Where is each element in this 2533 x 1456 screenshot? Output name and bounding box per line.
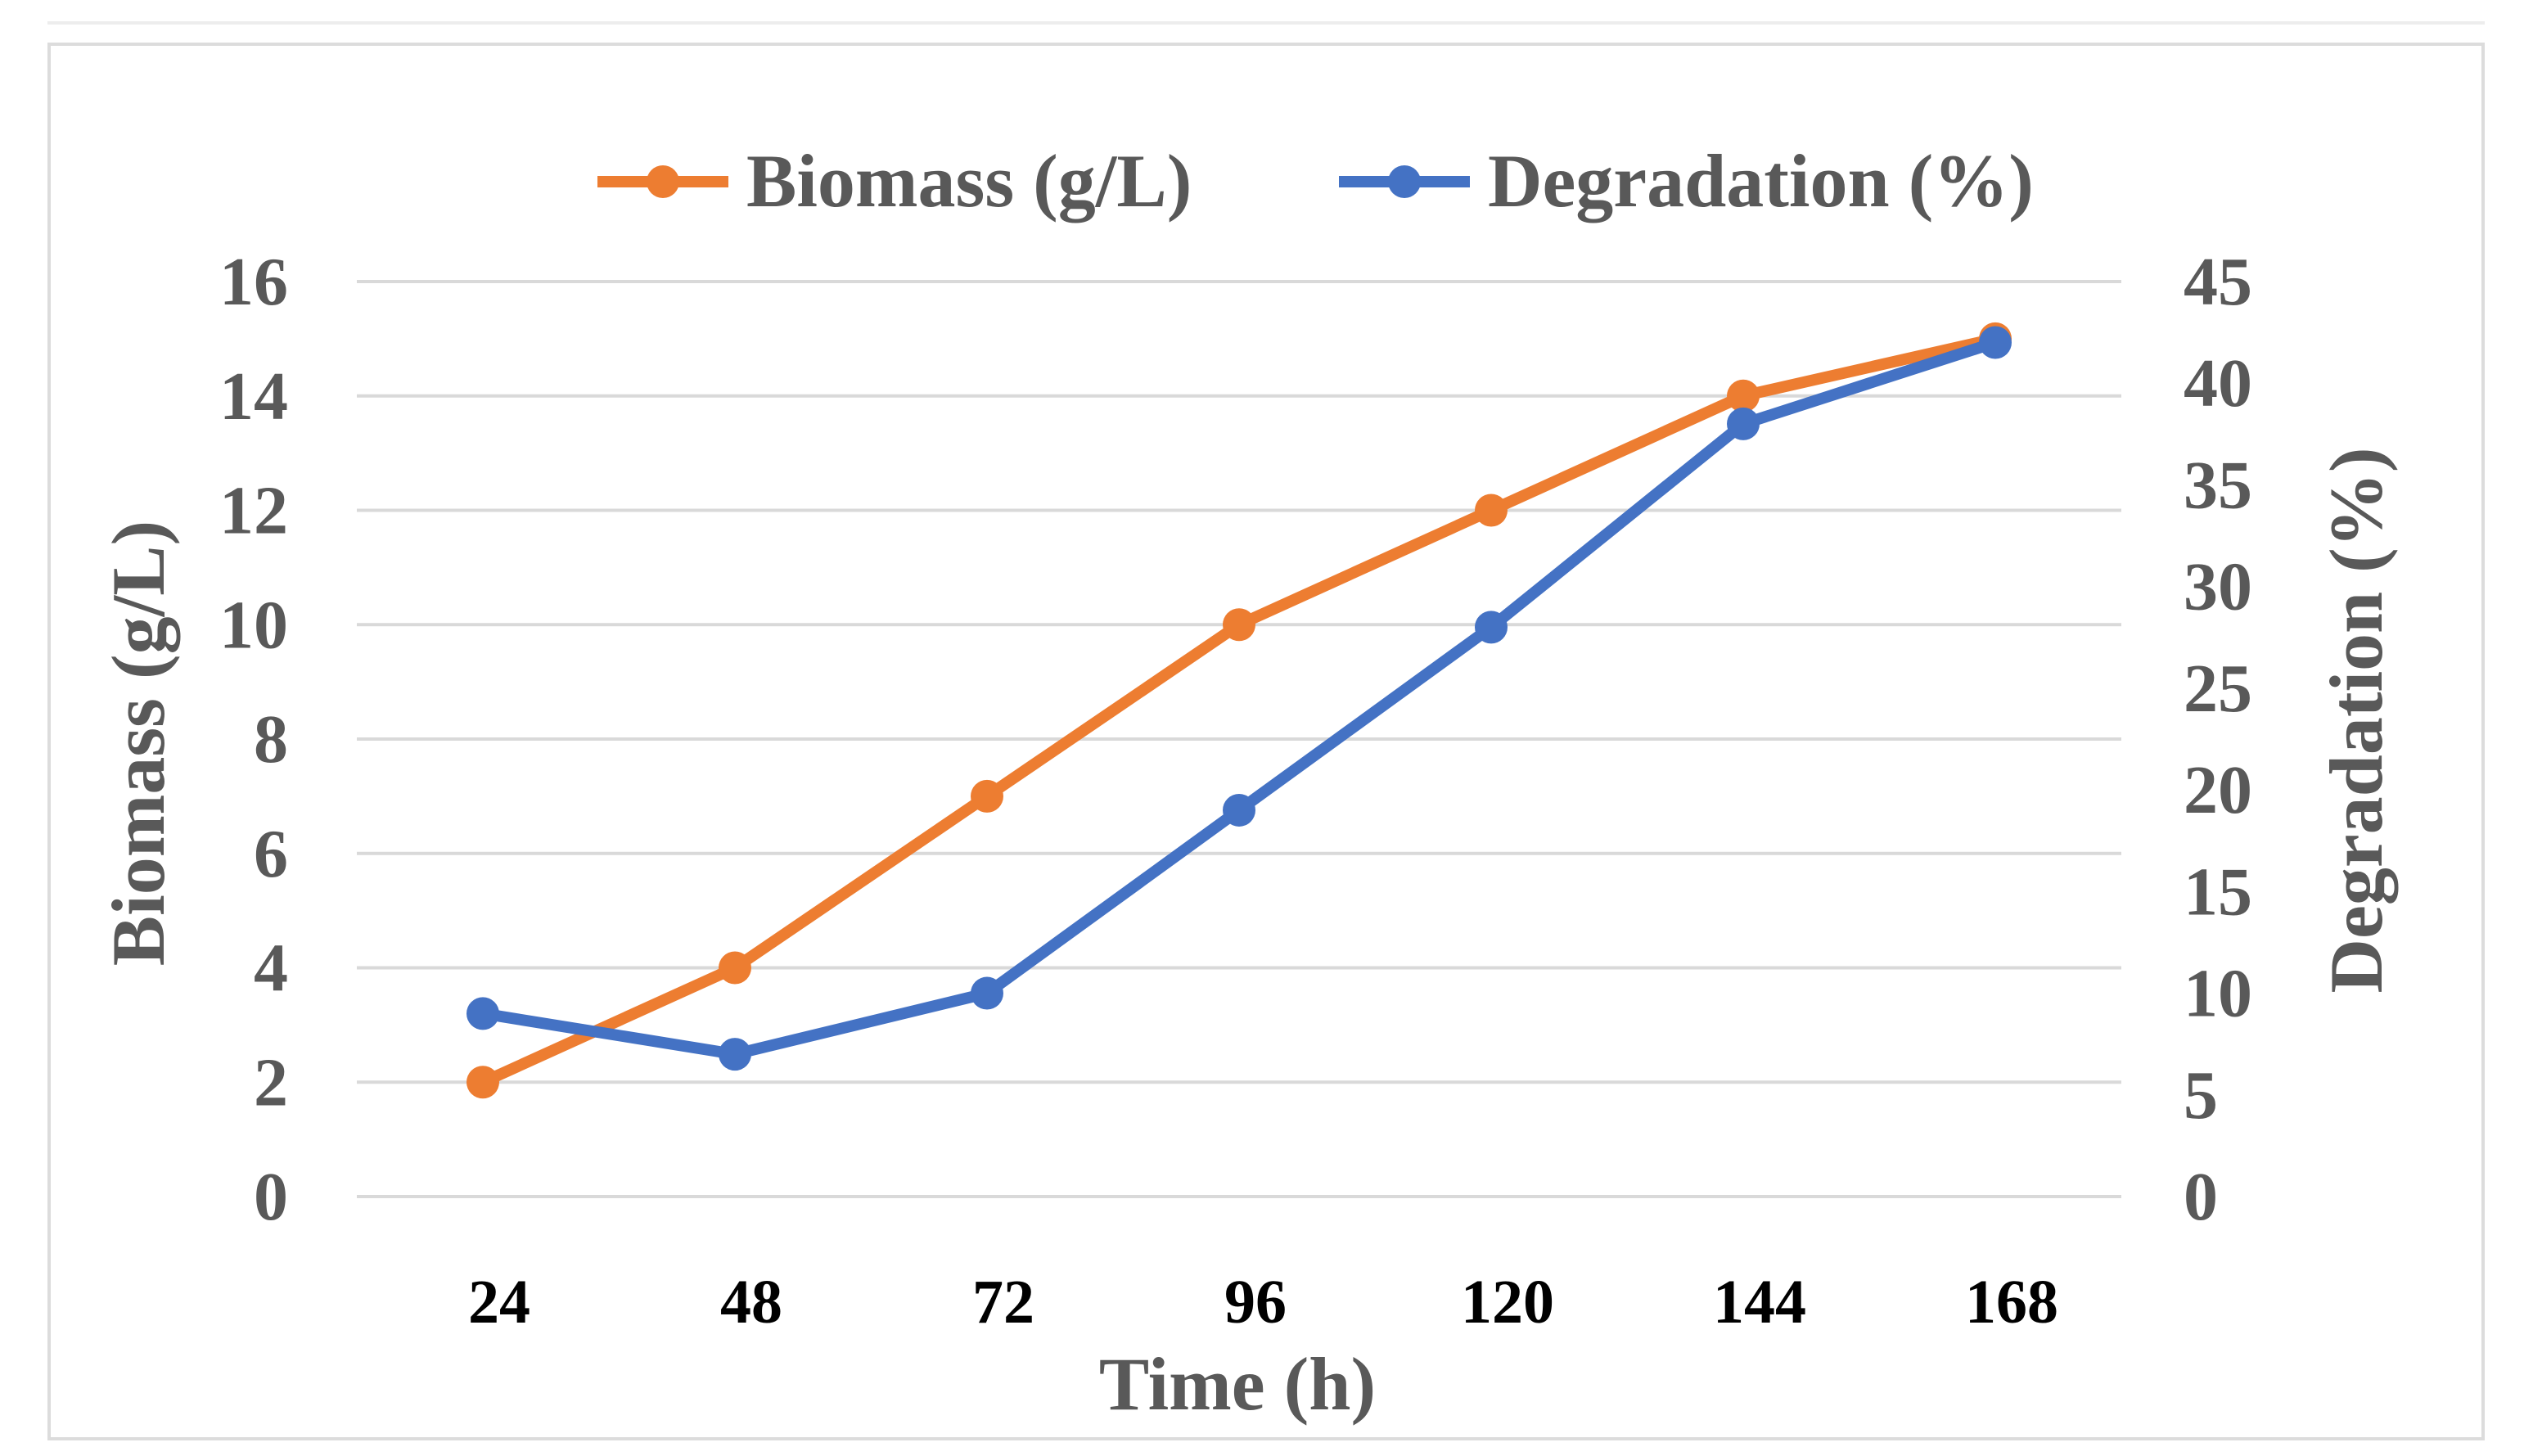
left-tick-label: 16 — [219, 244, 288, 320]
left-tick-label: 2 — [254, 1044, 288, 1120]
legend-degradation-marker — [1388, 165, 1421, 198]
right-axis-ticks: 0 5 10 15 20 25 30 35 40 45 — [2184, 244, 2252, 1235]
legend-degradation-label: Degradation (%) — [1488, 139, 2034, 223]
y2-axis-title: Degradation (%) — [2314, 448, 2398, 994]
left-tick-label: 14 — [219, 358, 288, 435]
left-tick-label: 0 — [254, 1159, 288, 1235]
chart-frame — [47, 43, 2485, 1440]
data-point-1-0 — [466, 997, 499, 1030]
legend-biomass-marker — [647, 165, 679, 198]
data-point-1-5 — [1727, 407, 1760, 440]
x-tick-label: 120 — [1461, 1268, 1554, 1337]
data-point-1-2 — [971, 976, 1003, 1010]
right-tick-label: 35 — [2184, 447, 2252, 523]
legend-biomass-label: Biomass (g/L) — [746, 139, 1192, 223]
data-point-1-6 — [1979, 326, 2012, 359]
x-axis-ticks: 24 48 72 96 120 144 168 — [468, 1268, 2058, 1337]
right-tick-label: 10 — [2184, 956, 2252, 1032]
right-tick-label: 5 — [2184, 1057, 2218, 1134]
y-axis-title: Biomass (g/L) — [97, 521, 180, 966]
right-tick-label: 15 — [2184, 854, 2252, 930]
right-tick-label: 40 — [2184, 345, 2252, 421]
legend: Biomass (g/L) Degradation (%) — [597, 139, 2034, 223]
left-tick-label: 10 — [219, 587, 288, 663]
x-axis-title: Time (h) — [1099, 1342, 1376, 1426]
data-point-0-3 — [1223, 608, 1255, 642]
data-point-1-4 — [1475, 611, 1508, 644]
data-point-1-1 — [719, 1038, 751, 1071]
x-tick-label: 72 — [972, 1268, 1034, 1337]
right-tick-label: 20 — [2184, 752, 2252, 828]
left-tick-label: 8 — [254, 701, 288, 778]
right-tick-label: 0 — [2184, 1159, 2218, 1235]
data-point-0-0 — [466, 1066, 499, 1099]
left-tick-label: 12 — [219, 473, 288, 549]
series-line-1 — [477, 336, 2001, 1061]
data-point-0-2 — [971, 779, 1003, 813]
top-divider — [47, 21, 2485, 25]
x-tick-label: 168 — [1965, 1268, 2058, 1337]
left-axis-ticks: 0 2 4 6 8 10 12 14 16 — [219, 244, 288, 1235]
x-tick-label: 24 — [468, 1268, 530, 1337]
right-tick-label: 25 — [2184, 651, 2252, 727]
data-point-0-4 — [1475, 494, 1508, 527]
data-point-0-5 — [1727, 379, 1760, 412]
right-tick-label: 45 — [2184, 244, 2252, 320]
gridlines — [357, 280, 2121, 1198]
series-layer — [466, 322, 2012, 1099]
x-tick-label: 48 — [720, 1268, 782, 1337]
data-point-1-3 — [1223, 793, 1255, 827]
x-tick-label: 144 — [1713, 1268, 1806, 1337]
x-tick-label: 96 — [1224, 1268, 1287, 1337]
left-tick-label: 6 — [254, 816, 288, 892]
data-point-0-1 — [719, 951, 751, 985]
left-tick-label: 4 — [254, 931, 288, 1007]
right-tick-label: 30 — [2184, 549, 2252, 625]
series-line-0 — [477, 332, 2001, 1089]
